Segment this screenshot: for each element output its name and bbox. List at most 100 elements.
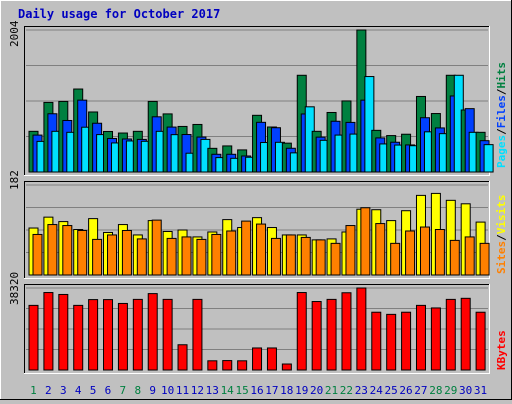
x-tick-label: 8 (134, 384, 141, 397)
bar-sites (256, 223, 267, 276)
x-tick-label: 23 (355, 384, 368, 397)
bar-kbytes (326, 298, 337, 371)
bar-kbytes (117, 302, 128, 371)
bar-sites (300, 236, 311, 276)
bar-sites (315, 239, 326, 276)
bar-sites (196, 238, 207, 276)
x-tick-label: 9 (149, 384, 156, 397)
bar-kbytes (103, 299, 114, 371)
bar-pages (364, 76, 375, 173)
bar-sites (211, 233, 222, 276)
bar-sites (360, 207, 371, 276)
bar-sites (166, 237, 177, 276)
bar-sites (464, 236, 475, 276)
bar-sites (375, 223, 386, 276)
bar-sites (285, 234, 296, 276)
bar-kbytes (43, 292, 54, 371)
bar-sites (270, 237, 281, 276)
y-max-label: 38320 (8, 272, 21, 305)
bar-kbytes (311, 301, 322, 371)
x-tick-label: 14 (221, 384, 235, 397)
bar-sites (449, 239, 460, 276)
x-tick-label: 6 (105, 384, 112, 397)
x-tick-label: 30 (459, 384, 472, 397)
bar-kbytes (356, 287, 367, 371)
bar-sites (226, 230, 237, 276)
x-tick-label: 7 (120, 384, 127, 397)
bar-sites (92, 238, 103, 276)
bar-kbytes (460, 297, 471, 371)
bar-kbytes (252, 347, 263, 371)
bar-sites (151, 219, 162, 276)
bar-kbytes (341, 292, 352, 371)
x-tick-label: 17 (265, 384, 278, 397)
y-max-label: 182 (8, 170, 21, 190)
x-tick-label: 20 (310, 384, 323, 397)
bar-kbytes (401, 311, 412, 371)
bar-sites (136, 238, 147, 276)
bar-sites (181, 236, 192, 276)
bar-kbytes (371, 311, 382, 371)
bar-kbytes (266, 347, 277, 371)
bar-kbytes (445, 298, 456, 371)
bar-sites (479, 242, 490, 276)
legend-entry: Sites (495, 241, 508, 274)
legend: Pages/Files/Hits (495, 62, 508, 168)
bar-sites (62, 225, 73, 276)
x-tick-label: 22 (340, 384, 353, 397)
bar-sites (47, 224, 58, 276)
bar-kbytes (386, 313, 397, 371)
x-tick-label: 10 (161, 384, 174, 397)
bar-kbytes (132, 298, 143, 371)
bar-kbytes (281, 363, 292, 371)
bar-sites (405, 230, 416, 276)
x-tick-label: 26 (399, 384, 412, 397)
x-tick-label: 29 (444, 384, 457, 397)
bar-sites (121, 229, 132, 276)
x-tick-label: 31 (474, 384, 487, 397)
legend-entry: / (495, 128, 508, 135)
legend-entry: Visits (495, 195, 508, 235)
x-tick-label: 24 (370, 384, 384, 397)
x-tick-label: 11 (176, 384, 189, 397)
bar-kbytes (475, 311, 486, 371)
chart-title: Daily usage for October 2017 (18, 7, 221, 21)
bar-sites (107, 234, 118, 276)
bar-kbytes (207, 360, 218, 371)
legend-entry: Hits (495, 62, 508, 89)
bar-sites (77, 229, 88, 276)
x-tick-label: 4 (75, 384, 82, 397)
legend-entry: Files (495, 95, 508, 128)
bar-kbytes (147, 293, 158, 371)
legend-entry: / (495, 88, 508, 95)
bar-kbytes (415, 304, 426, 371)
x-tick-label: 28 (429, 384, 442, 397)
x-tick-label: 25 (385, 384, 398, 397)
bar-sites (32, 233, 43, 276)
legend-entry: Pages (495, 135, 508, 168)
legend-entry: KBytes (495, 330, 508, 370)
legend: KBytes (495, 330, 508, 370)
bar-kbytes (177, 344, 188, 371)
bar-kbytes (237, 360, 248, 371)
legend: Sites/Visits (495, 195, 508, 275)
x-tick-label: 5 (90, 384, 97, 397)
x-tick-label: 16 (250, 384, 263, 397)
bar-sites (241, 220, 252, 276)
bar-kbytes (162, 298, 173, 371)
bar-kbytes (430, 307, 441, 371)
x-tick-label: 27 (414, 384, 427, 397)
bar-kbytes (192, 298, 203, 371)
x-tick-label: 19 (295, 384, 308, 397)
bar-kbytes (73, 304, 84, 371)
x-tick-label: 3 (60, 384, 67, 397)
bar-sites (345, 225, 356, 276)
x-tick-label: 1 (30, 384, 37, 397)
x-tick-label: 2 (45, 384, 52, 397)
bar-kbytes (296, 292, 307, 371)
bar-pages (483, 144, 494, 173)
bar-sites (390, 242, 401, 276)
bar-sites (330, 242, 341, 276)
